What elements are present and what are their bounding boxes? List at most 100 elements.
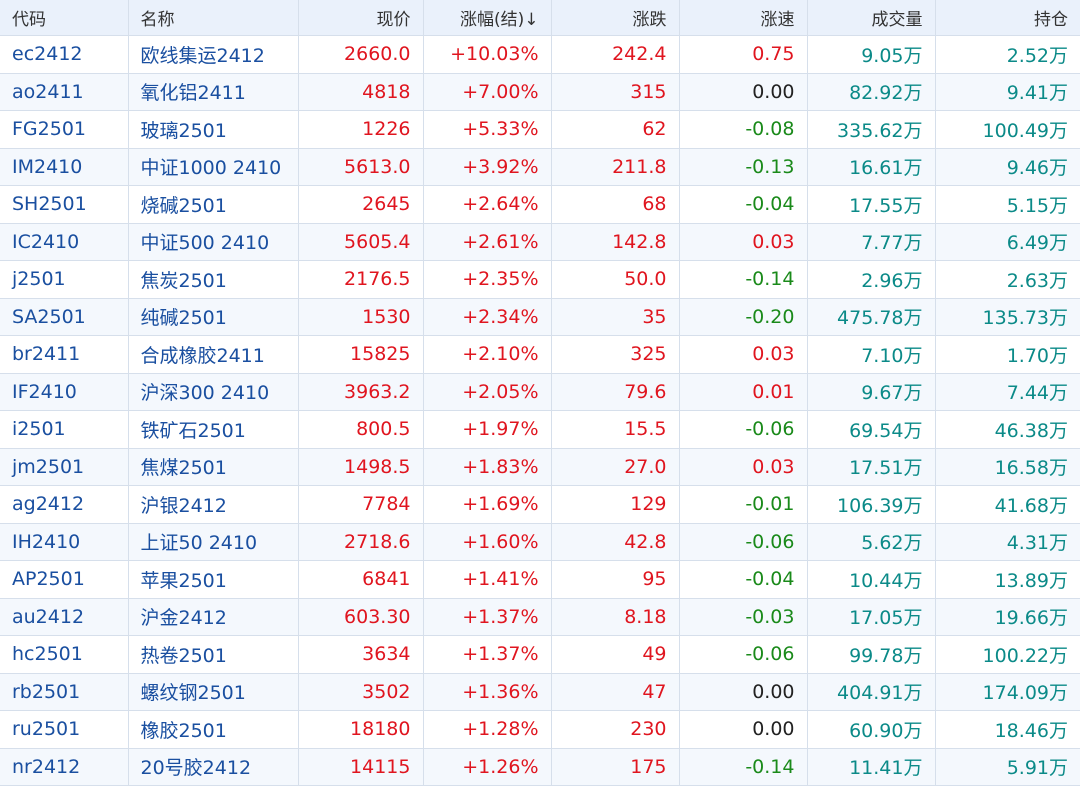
contract-code[interactable]: j2501 (0, 260, 129, 299)
volume: 475.78万 (807, 298, 936, 336)
change-percent: +1.26% (423, 748, 552, 786)
change-speed: -0.14 (679, 748, 808, 786)
header-volume[interactable]: 成交量 (807, 0, 936, 36)
table-row[interactable]: jm2501 焦煤2501 1498.5 +1.83% 27.0 0.03 17.51万 16… (0, 448, 1080, 486)
table-row[interactable]: i2501 铁矿石2501 800.5 +1.97% 15.5 -0.06 69.54万 46… (0, 410, 1080, 449)
contract-code[interactable]: IH2410 (0, 523, 129, 561)
table-row[interactable]: ru2501 橡胶2501 18180 +1.28% 230 0.00 60.90万 18.4… (0, 710, 1080, 749)
contract-code[interactable]: rb2501 (0, 673, 129, 711)
contract-name[interactable]: 中证500 2410 (128, 223, 299, 261)
last-price: 3502 (298, 673, 424, 711)
contract-code[interactable]: ru2501 (0, 710, 129, 749)
header-code[interactable]: 代码 (0, 0, 129, 36)
change-speed: -0.04 (679, 560, 808, 599)
change-percent: +1.36% (423, 673, 552, 711)
contract-code[interactable]: hc2501 (0, 635, 129, 674)
contract-name[interactable]: 沪银2412 (128, 485, 299, 524)
table-row[interactable]: ao2411 氧化铝2411 4818 +7.00% 315 0.00 82.92万 9.41… (0, 73, 1080, 111)
contract-code[interactable]: IC2410 (0, 223, 129, 261)
contract-name[interactable]: 氧化铝2411 (128, 73, 299, 111)
contract-name[interactable]: 橡胶2501 (128, 710, 299, 749)
table-row[interactable]: SH2501 烧碱2501 2645 +2.64% 68 -0.04 17.55万 5.15万 (0, 185, 1080, 224)
contract-name[interactable]: 玻璃2501 (128, 110, 299, 149)
header-speed[interactable]: 涨速 (679, 0, 808, 36)
table-row[interactable]: SA2501 纯碱2501 1530 +2.34% 35 -0.20 475.78万 135.… (0, 298, 1080, 336)
change-speed: -0.06 (679, 523, 808, 561)
contract-code[interactable]: nr2412 (0, 748, 129, 786)
last-price: 2660.0 (298, 35, 424, 74)
last-price: 5613.0 (298, 148, 424, 186)
change-amount: 325 (551, 335, 680, 374)
contract-code[interactable]: au2412 (0, 598, 129, 636)
change-percent: +1.37% (423, 635, 552, 674)
table-row[interactable]: br2411 合成橡胶2411 15825 +2.10% 325 0.03 7.10万 1.7… (0, 335, 1080, 374)
header-price[interactable]: 现价 (298, 0, 424, 36)
contract-code[interactable]: ec2412 (0, 35, 129, 74)
change-percent: +2.10% (423, 335, 552, 374)
change-amount: 129 (551, 485, 680, 524)
last-price: 800.5 (298, 410, 424, 449)
contract-name[interactable]: 铁矿石2501 (128, 410, 299, 449)
open-interest: 100.49万 (935, 110, 1080, 149)
table-row[interactable]: j2501 焦炭2501 2176.5 +2.35% 50.0 -0.14 2.96万 2.6… (0, 260, 1080, 299)
contract-code[interactable]: ag2412 (0, 485, 129, 524)
volume: 82.92万 (807, 73, 936, 111)
contract-code[interactable]: FG2501 (0, 110, 129, 149)
table-row[interactable]: FG2501 玻璃2501 1226 +5.33% 62 -0.08 335.62万 100.… (0, 110, 1080, 149)
contract-code[interactable]: SH2501 (0, 185, 129, 224)
contract-name[interactable]: 焦炭2501 (128, 260, 299, 299)
contract-code[interactable]: AP2501 (0, 560, 129, 599)
change-amount: 27.0 (551, 448, 680, 486)
change-speed: -0.03 (679, 598, 808, 636)
contract-name[interactable]: 沪金2412 (128, 598, 299, 636)
contract-name[interactable]: 合成橡胶2411 (128, 335, 299, 374)
contract-name[interactable]: 中证1000 2410 (128, 148, 299, 186)
table-row[interactable]: au2412 沪金2412 603.30 +1.37% 8.18 -0.03 17.05万 1… (0, 598, 1080, 636)
contract-name[interactable]: 上证50 2410 (128, 523, 299, 561)
header-open-interest[interactable]: 持仓 (935, 0, 1080, 36)
last-price: 1530 (298, 298, 424, 336)
table-row[interactable]: nr2412 20号胶2412 14115 +1.26% 175 -0.14 11.41万 5… (0, 748, 1080, 786)
contract-code[interactable]: i2501 (0, 410, 129, 449)
header-pct[interactable]: 涨幅(结)↓ (423, 0, 552, 36)
change-speed: 0.00 (679, 710, 808, 749)
table-row[interactable]: IM2410 中证1000 2410 5613.0 +3.92% 211.8 -0.13 1… (0, 148, 1080, 186)
contract-name[interactable]: 烧碱2501 (128, 185, 299, 224)
header-change[interactable]: 涨跌 (551, 0, 680, 36)
contract-name[interactable]: 苹果2501 (128, 560, 299, 599)
contract-name[interactable]: 沪深300 2410 (128, 373, 299, 411)
change-speed: -0.08 (679, 110, 808, 149)
change-amount: 230 (551, 710, 680, 749)
contract-code[interactable]: jm2501 (0, 448, 129, 486)
header-name[interactable]: 名称 (128, 0, 299, 36)
change-speed: -0.13 (679, 148, 808, 186)
volume: 335.62万 (807, 110, 936, 149)
contract-code[interactable]: br2411 (0, 335, 129, 374)
contract-code[interactable]: ao2411 (0, 73, 129, 111)
change-percent: +10.03% (423, 35, 552, 74)
table-row[interactable]: hc2501 热卷2501 3634 +1.37% 49 -0.06 99.78万 100.2… (0, 635, 1080, 674)
contract-code[interactable]: IF2410 (0, 373, 129, 411)
last-price: 1226 (298, 110, 424, 149)
contract-name[interactable]: 热卷2501 (128, 635, 299, 674)
change-percent: +1.41% (423, 560, 552, 599)
table-row[interactable]: IC2410 中证500 2410 5605.4 +2.61% 142.8 0.03 7.7… (0, 223, 1080, 261)
contract-name[interactable]: 焦煤2501 (128, 448, 299, 486)
table-row[interactable]: IH2410 上证50 2410 2718.6 +1.60% 42.8 -0.06 5.62… (0, 523, 1080, 561)
contract-code[interactable]: SA2501 (0, 298, 129, 336)
contract-name[interactable]: 欧线集运2412 (128, 35, 299, 74)
open-interest: 41.68万 (935, 485, 1080, 524)
contract-name[interactable]: 20号胶2412 (128, 748, 299, 786)
change-speed: 0.03 (679, 223, 808, 261)
last-price: 18180 (298, 710, 424, 749)
contract-code[interactable]: IM2410 (0, 148, 129, 186)
last-price: 4818 (298, 73, 424, 111)
last-price: 6841 (298, 560, 424, 599)
table-row[interactable]: ag2412 沪银2412 7784 +1.69% 129 -0.01 106.39万 41.… (0, 485, 1080, 524)
table-row[interactable]: rb2501 螺纹钢2501 3502 +1.36% 47 0.00 404.91万 174.… (0, 673, 1080, 711)
table-row[interactable]: ec2412 欧线集运2412 2660.0 +10.03% 242.4 0.75 9.05… (0, 35, 1080, 74)
table-row[interactable]: IF2410 沪深300 2410 3963.2 +2.05% 79.6 0.01 9.67… (0, 373, 1080, 411)
contract-name[interactable]: 螺纹钢2501 (128, 673, 299, 711)
contract-name[interactable]: 纯碱2501 (128, 298, 299, 336)
table-row[interactable]: AP2501 苹果2501 6841 +1.41% 95 -0.04 10.44万 13.89… (0, 560, 1080, 599)
